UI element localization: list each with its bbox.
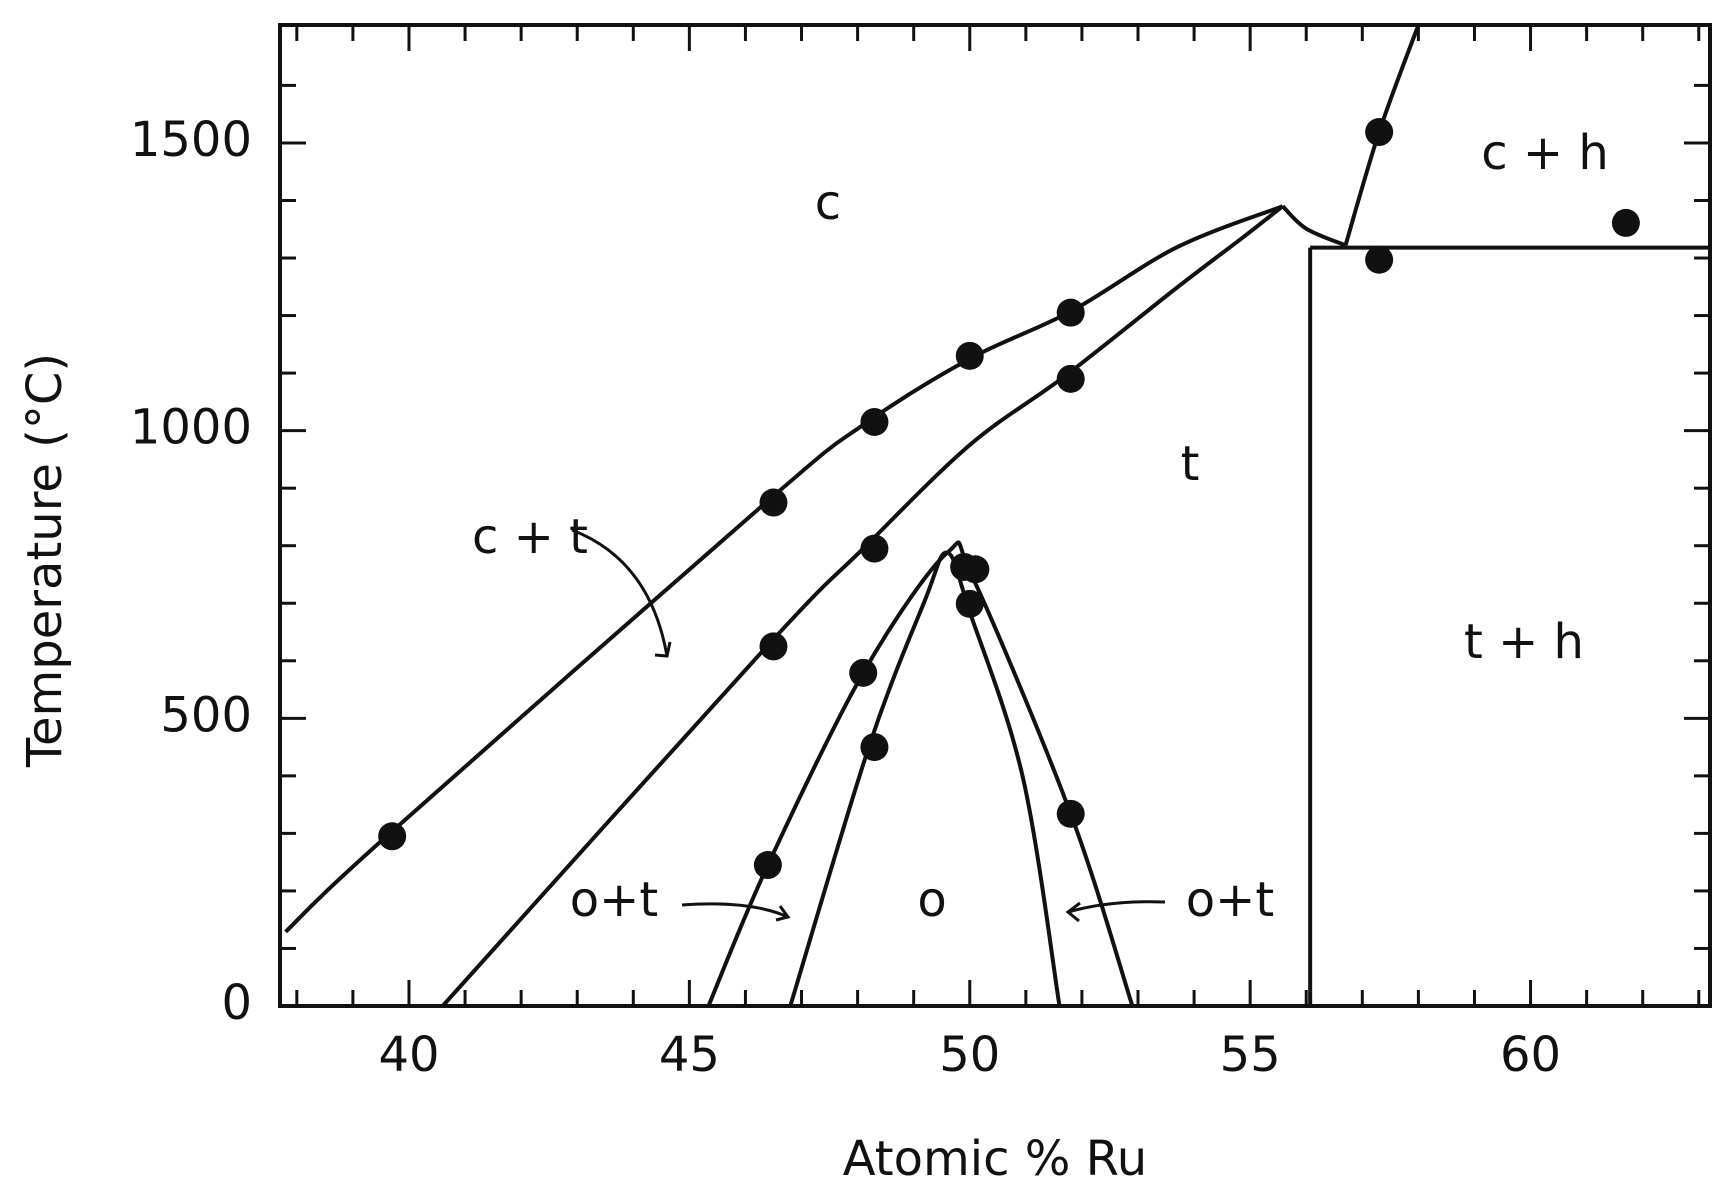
y-axis-title: Temperature (°C) [17, 353, 73, 768]
arrow-head [654, 641, 672, 658]
data-point [1611, 208, 1640, 237]
region-label: o+t [570, 872, 658, 928]
arrow-head [1065, 901, 1081, 923]
phase-boundary [1281, 204, 1347, 248]
data-point [849, 658, 878, 687]
region-label: c [815, 175, 841, 231]
data-point [378, 822, 407, 851]
data-point [1056, 298, 1085, 327]
data-point [1365, 245, 1394, 274]
data-point [961, 555, 990, 584]
phase-boundary [788, 550, 1062, 1007]
data-point [860, 534, 889, 563]
x-tick-label: 50 [939, 1027, 1000, 1083]
data-point [759, 632, 788, 661]
data-point [860, 733, 889, 762]
x-tick-label: 45 [659, 1027, 720, 1083]
data-point [1056, 799, 1085, 828]
arrow [571, 528, 669, 657]
region-label: c + t [472, 509, 588, 565]
data-point [1056, 364, 1085, 393]
arrow-head [775, 905, 791, 922]
phase-boundary [441, 204, 1284, 1008]
x-tick-label: 55 [1220, 1027, 1281, 1083]
x-tick-label: 60 [1500, 1027, 1561, 1083]
y-tick-label: 0 [221, 975, 252, 1031]
data-point [1365, 118, 1394, 147]
data-point [860, 408, 889, 437]
region-label: o+t [1186, 872, 1274, 928]
region-label: t [1181, 436, 1200, 492]
y-tick-label: 1000 [130, 400, 252, 456]
arrow [1067, 900, 1166, 914]
phase-boundary [284, 204, 1284, 934]
region-label: t + h [1464, 614, 1584, 670]
y-tick-label: 1500 [130, 112, 252, 168]
x-tick-label: 40 [378, 1027, 439, 1083]
arrow [681, 902, 789, 919]
data-point [955, 341, 984, 370]
region-label: c + h [1481, 125, 1609, 181]
data-point [753, 851, 782, 880]
x-axis-title: Atomic % Ru [843, 1131, 1147, 1187]
data-point [955, 589, 984, 618]
y-tick-label: 500 [160, 687, 252, 743]
data-point [759, 488, 788, 517]
region-label: o [917, 872, 946, 928]
plot-frame [278, 23, 1712, 1008]
